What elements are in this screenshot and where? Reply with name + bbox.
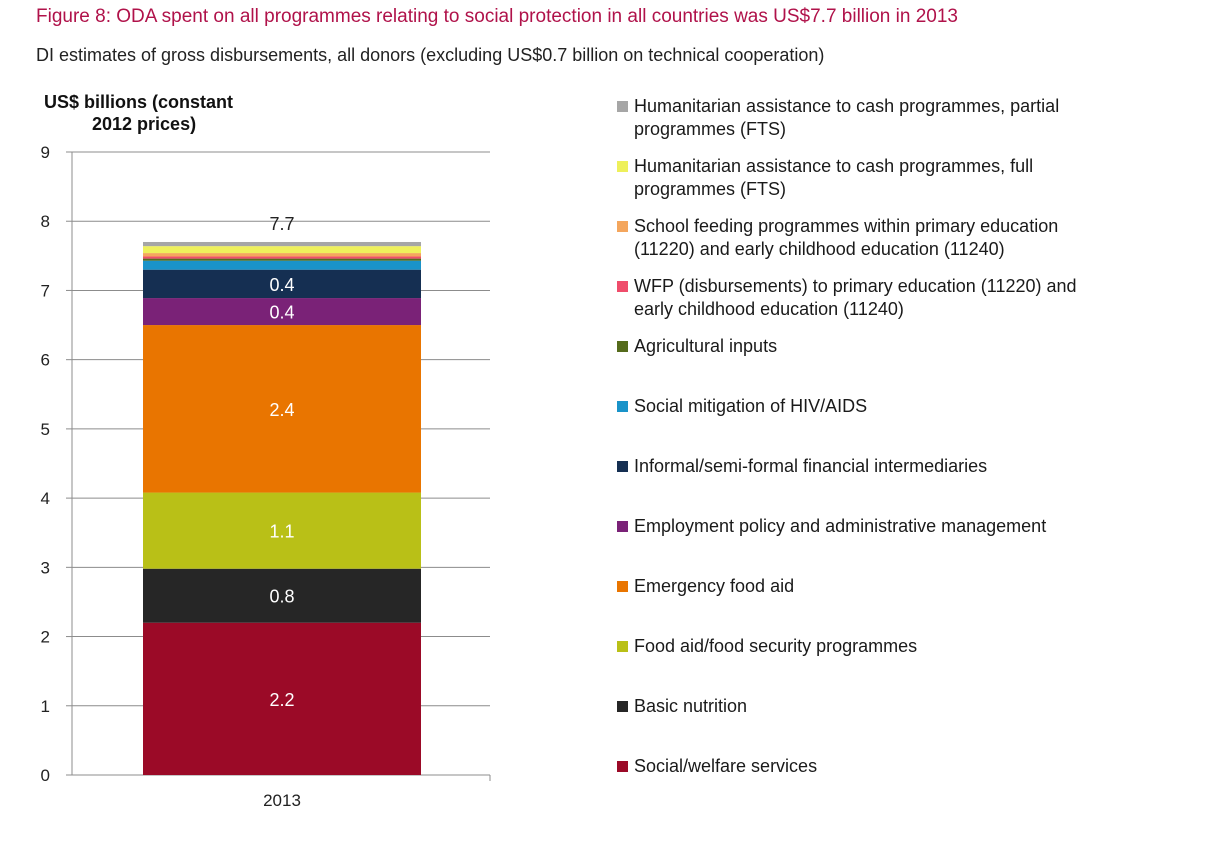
data-label: 0.8 — [269, 587, 294, 607]
legend-swatch — [617, 581, 628, 592]
legend-swatch — [617, 161, 628, 172]
y-tick-label: 3 — [41, 558, 50, 577]
legend-label-line: Informal/semi-formal financial intermedi… — [634, 456, 988, 476]
bar-segment — [143, 568, 421, 623]
legend-swatch — [617, 401, 628, 412]
legend-label-line: Basic nutrition — [634, 696, 748, 716]
legend-label-line: programmes (FTS) — [634, 119, 787, 139]
legend-item: Employment policy and administrative man… — [617, 515, 1217, 538]
legend-item: Food aid/food security programmes — [617, 635, 1217, 658]
legend-label-line: Agricultural inputs — [634, 336, 778, 356]
legend-label: Social/welfare services — [634, 755, 1217, 778]
legend-swatch — [617, 281, 628, 292]
bar-segment — [143, 241, 421, 247]
legend-swatch — [617, 341, 628, 352]
y-tick-label: 9 — [41, 143, 50, 162]
bar-segment — [143, 246, 421, 254]
stacked-bar-chart: 0 1 2 3 4 5 6 7 8 9 2.2 0.8 1.1 2.4 0.4 0.4 7.7 2013 — [41, 143, 491, 810]
y-axis-label-line-2: 2012 prices) — [92, 114, 197, 134]
legend-swatch — [617, 521, 628, 532]
legend-item: School feeding programmes within primary… — [617, 215, 1217, 261]
total-label: 7.7 — [269, 214, 294, 234]
data-label: 2.4 — [269, 400, 294, 420]
legend-label-line: WFP (disbursements) to primary education… — [634, 276, 1077, 296]
y-tick-label: 1 — [41, 697, 50, 716]
bar-segment — [143, 269, 421, 299]
legend-label-line: early childhood education (11240) — [634, 299, 904, 319]
legend-label-line: Food aid/food security programmes — [634, 636, 918, 656]
legend-label-line: Social/welfare services — [634, 756, 818, 776]
legend-label-line: programmes (FTS) — [634, 179, 787, 199]
legend-swatch — [617, 221, 628, 232]
y-tick-label: 7 — [41, 281, 50, 300]
x-tick-label: 2013 — [263, 791, 301, 810]
legend-label: Social mitigation of HIV/AIDS — [634, 395, 1217, 418]
legend-label: WFP (disbursements) to primary education… — [634, 275, 1217, 321]
legend-label: Food aid/food security programmes — [634, 635, 1217, 658]
legend-item: Emergency food aid — [617, 575, 1217, 598]
bar-segment — [143, 253, 421, 257]
legend-item: Social mitigation of HIV/AIDS — [617, 395, 1217, 418]
legend-swatch — [617, 461, 628, 472]
legend-item: Humanitarian assistance to cash programm… — [617, 95, 1217, 141]
legend-label: School feeding programmes within primary… — [634, 215, 1217, 261]
legend-label: Humanitarian assistance to cash programm… — [634, 95, 1217, 141]
legend-label-line: (11220) and early childhood education (1… — [634, 239, 1005, 259]
y-tick-label: 2 — [41, 628, 50, 647]
legend-item: Informal/semi-formal financial intermedi… — [617, 455, 1217, 478]
legend-label: Agricultural inputs — [634, 335, 1217, 358]
legend-item: WFP (disbursements) to primary education… — [617, 275, 1217, 321]
bar-segment — [143, 298, 421, 326]
legend-swatch — [617, 101, 628, 112]
legend-item: Basic nutrition — [617, 695, 1217, 718]
data-label: 0.4 — [269, 275, 294, 295]
legend-swatch — [617, 641, 628, 652]
legend-swatch — [617, 701, 628, 712]
data-label: 0.4 — [269, 303, 294, 323]
data-label: 1.1 — [269, 522, 294, 542]
legend-label: Employment policy and administrative man… — [634, 515, 1217, 538]
y-axis-label: US$ billions (constant 2012 prices) — [44, 91, 284, 135]
bar-segment — [143, 260, 421, 270]
y-tick-label: 5 — [41, 420, 50, 439]
data-label: 2.2 — [269, 690, 294, 710]
legend-label-line: Employment policy and administrative man… — [634, 516, 1047, 536]
legend-label-line: Humanitarian assistance to cash programm… — [634, 96, 1060, 116]
chart-title: Figure 8: ODA spent on all programmes re… — [36, 6, 958, 27]
legend-item: Humanitarian assistance to cash programm… — [617, 155, 1217, 201]
legend-label-line: School feeding programmes within primary… — [634, 216, 1059, 236]
y-tick-label: 0 — [41, 766, 50, 785]
chart-subtitle: DI estimates of gross disbursements, all… — [36, 45, 825, 65]
legend-label: Basic nutrition — [634, 695, 1217, 718]
bar-segment — [143, 325, 421, 493]
legend-label: Informal/semi-formal financial intermedi… — [634, 455, 1217, 478]
bar-segment — [143, 622, 421, 775]
legend-label: Humanitarian assistance to cash programm… — [634, 155, 1217, 201]
legend-label-line: Humanitarian assistance to cash programm… — [634, 156, 1034, 176]
bar-segment — [143, 256, 421, 259]
y-tick-label: 8 — [41, 212, 50, 231]
legend-label: Emergency food aid — [634, 575, 1217, 598]
bar-segment — [143, 492, 421, 569]
legend-item: Agricultural inputs — [617, 335, 1217, 358]
legend-item: Social/welfare services — [617, 755, 1217, 778]
y-axis-label-line-1: US$ billions (constant — [44, 92, 234, 112]
y-tick-label: 6 — [41, 351, 50, 370]
legend-swatch — [617, 761, 628, 772]
legend-label-line: Social mitigation of HIV/AIDS — [634, 396, 868, 416]
legend-label-line: Emergency food aid — [634, 576, 795, 596]
y-tick-label: 4 — [41, 489, 50, 508]
bar-segment — [143, 258, 421, 261]
